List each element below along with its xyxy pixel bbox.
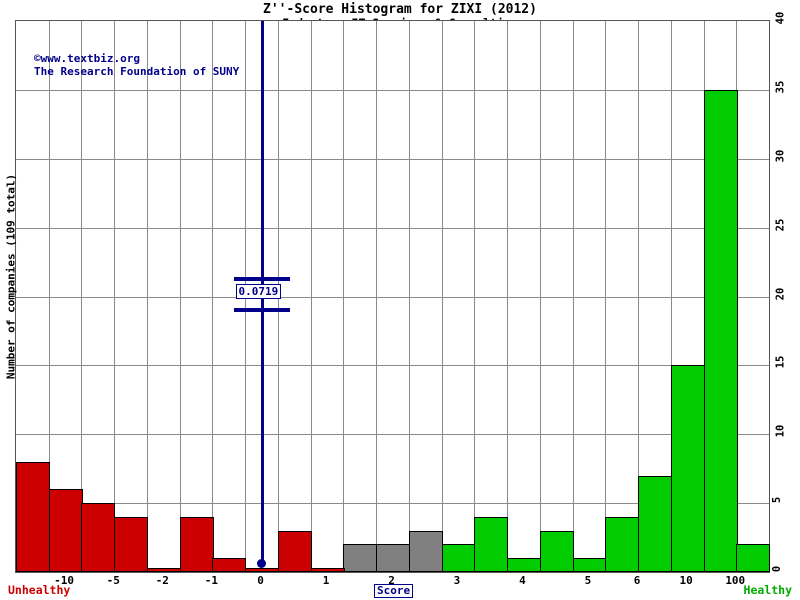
histogram-bar-empty [245,568,279,572]
x-tick-4: 4 [519,574,526,587]
histogram-bar [180,516,214,572]
histogram-bar [474,516,508,572]
score-marker-value-label: 0.0719 [235,283,282,299]
histogram-bar [442,544,476,572]
histogram-bar [114,516,148,572]
x-tick-3: 3 [453,574,461,587]
bin-separator-17 [573,21,574,572]
credits-block: ©www.textbiz.org The Research Foundation … [34,52,239,78]
bin-separator-4 [147,21,148,572]
x-tick-neg10: -10 [54,574,75,587]
gridline-y-20 [16,296,769,298]
bin-separator-15 [507,21,508,572]
histogram-bar [16,461,50,572]
bin-separator-3 [114,21,115,572]
histogram-bar [278,530,312,572]
gridline-y-10 [16,434,769,436]
y-tick-20: 20 [774,287,787,300]
histogram-bar-empty [147,568,181,572]
y-tick-25: 25 [774,218,787,231]
x-axis-title: Score [374,584,414,598]
gridline-y-30 [16,158,769,160]
histogram-bar [81,503,115,572]
y-tick-5: 5 [771,496,784,504]
histogram-bar [409,530,443,572]
x-tick-1: 1 [322,574,330,587]
histogram-bar [49,489,83,572]
x-tick-neg1: -1 [204,574,219,587]
score-marker-dot [256,558,266,568]
histogram-bar [704,89,738,572]
credits-line-1: ©www.textbiz.org [34,52,140,65]
histogram-bar [376,544,410,572]
y-axis-title: Number of companies (109 total) [4,173,18,380]
y-tick-0: 0 [771,565,784,573]
x-tick-2: 2 [388,574,395,587]
gridline-y-25 [16,227,769,229]
histogram-bar [573,558,607,572]
bin-separator-10 [343,21,344,572]
x-tick-100: 100 [725,574,746,587]
y-tick-15: 15 [774,356,787,369]
histogram-bar [343,544,377,572]
x-tick-0: 0 [257,574,264,587]
histogram-bar [507,558,541,572]
histogram-bar [540,530,574,572]
bin-separator-9 [311,21,312,572]
y-tick-35: 35 [774,80,787,94]
bin-separator-12 [409,21,410,572]
y-tick-40: 40 [774,11,787,25]
bin-separator-1 [49,21,50,572]
bin-separator-2 [81,21,82,572]
y-tick-10: 10 [774,424,787,438]
bin-separator-11 [376,21,377,572]
gridline-y-5 [16,503,769,505]
gridline-y-15 [16,365,769,367]
bin-separator-13 [442,21,443,572]
histogram-bar [671,365,705,572]
chart-title: Z''-Score Histogram for ZIXI (2012) [263,2,537,17]
score-marker-cap-bottom [233,307,290,312]
legend-unhealthy: Unhealthy [8,583,71,597]
bin-separator-18 [605,21,606,572]
x-tick-5: 5 [584,574,592,587]
gridline-y-35 [16,89,769,91]
bin-separator-20 [671,21,672,572]
y-tick-30: 30 [774,149,787,163]
histogram-bar [212,558,246,572]
x-tick-6: 6 [633,574,641,587]
x-tick-10: 10 [679,574,693,587]
x-tick-neg5: -5 [106,574,120,587]
histogram-bar [736,544,770,572]
histogram-bar-empty [311,568,345,572]
histogram-bar [638,475,672,572]
legend-healthy: Healthy [743,583,792,597]
credits-line-2: The Research Foundation of SUNY [34,65,240,78]
histogram-bar [605,516,639,572]
plot-area: 0.0719 ©www.textbiz.org The Research Foun… [15,20,770,573]
x-tick-neg2: -2 [155,574,169,587]
bin-separator-19 [638,21,639,572]
bin-separator-14 [474,21,475,572]
bin-separator-5 [180,21,181,572]
bin-separator-6 [212,21,213,572]
score-marker-cap-top [233,277,290,282]
bin-separator-16 [540,21,541,572]
